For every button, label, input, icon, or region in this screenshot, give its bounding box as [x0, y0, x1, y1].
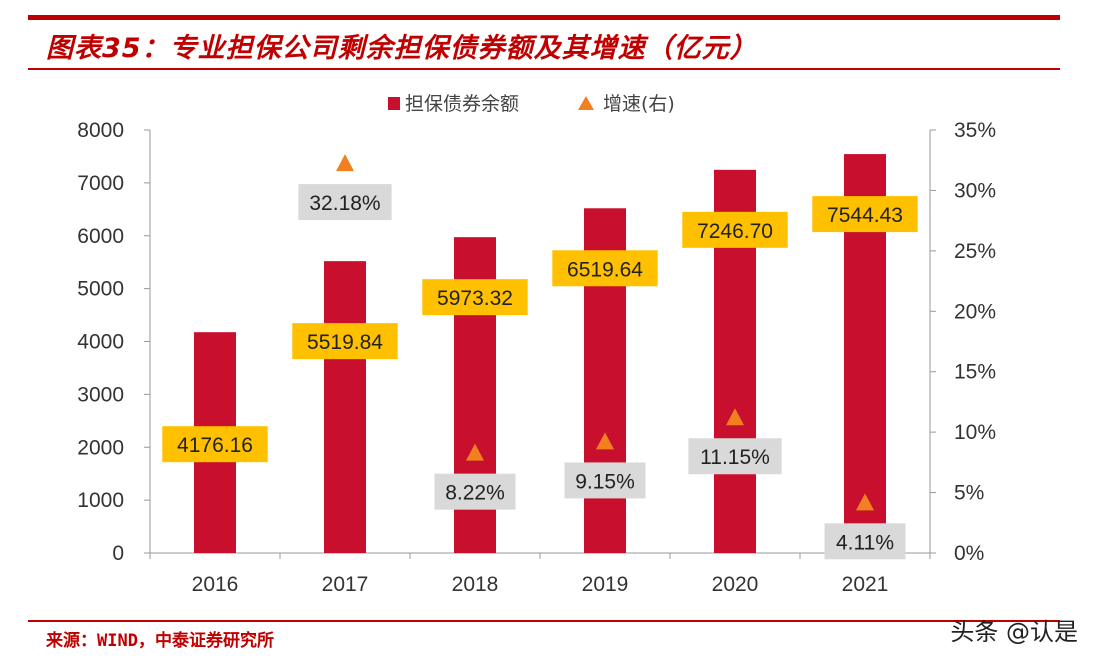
- bar-value-label-bg: [552, 250, 658, 287]
- bar-value-label-bg: [422, 279, 528, 316]
- bar-value-label: 5519.84: [307, 331, 383, 354]
- y-left-tick-label: 2000: [77, 436, 124, 459]
- growth-marker: [596, 432, 614, 450]
- y-left-tick-label: 5000: [77, 278, 124, 301]
- y-right-tick-label: 20%: [954, 300, 996, 323]
- x-tick-label: 2018: [452, 573, 499, 596]
- growth-marker: [336, 154, 354, 172]
- y-right-tick-label: 25%: [954, 240, 996, 263]
- bar-balance: [324, 261, 366, 553]
- bar-value-label: 7544.43: [827, 204, 903, 227]
- bottom-rule: [28, 620, 1060, 622]
- title-underline: [28, 68, 1060, 70]
- y-left-tick-label: 0: [112, 542, 124, 565]
- y-left-tick-label: 8000: [77, 119, 124, 142]
- y-right-tick-label: 0%: [954, 542, 984, 565]
- bar-value-label-bg: [682, 211, 788, 248]
- y-left-tick-label: 7000: [77, 172, 124, 195]
- legend-label-bar: 担保债券余额: [405, 93, 519, 115]
- bar-value-label: 5973.32: [437, 287, 513, 310]
- growth-value-label-bg: [298, 184, 392, 221]
- legend-label-growth: 增速(右): [603, 93, 675, 115]
- bar-value-label: 4176.16: [177, 434, 253, 457]
- bar-value-label-bg: [812, 196, 918, 233]
- watermark: 头条 @认是: [950, 618, 1078, 646]
- y-left-tick-label: 6000: [77, 225, 124, 248]
- x-tick-label: 2020: [712, 573, 759, 596]
- growth-value-label: 9.15%: [575, 470, 635, 493]
- x-tick-label: 2019: [582, 573, 629, 596]
- legend-swatch-bar: [388, 97, 400, 110]
- growth-value-label: 4.11%: [836, 531, 894, 554]
- growth-value-label-bg: [688, 438, 782, 475]
- chart-title: 图表35：专业担保公司剩余担保债券额及其增速（亿元）: [46, 33, 758, 64]
- y-left-tick-label: 4000: [77, 331, 124, 354]
- bar-value-label-bg: [292, 323, 398, 360]
- y-left-tick-label: 1000: [77, 489, 124, 512]
- y-left-tick-label: 3000: [77, 383, 124, 406]
- bar-value-label: 6519.64: [567, 258, 643, 281]
- growth-marker: [726, 408, 744, 426]
- growth-value-label-bg: [434, 473, 516, 510]
- x-tick-label: 2017: [322, 573, 369, 596]
- y-right-tick-label: 5%: [954, 482, 984, 505]
- y-right-tick-label: 30%: [954, 179, 996, 202]
- x-tick-label: 2016: [192, 573, 239, 596]
- legend-swatch-growth: [578, 96, 594, 110]
- growth-value-label: 32.18%: [309, 192, 380, 215]
- y-right-tick-label: 15%: [954, 361, 996, 384]
- top-rule: [28, 15, 1060, 20]
- growth-value-label: 11.15%: [700, 446, 770, 469]
- growth-value-label-bg: [824, 523, 906, 560]
- growth-value-label: 8.22%: [445, 482, 505, 505]
- x-tick-label: 2021: [842, 573, 889, 596]
- source-note: 来源：WIND，中泰证券研究所: [46, 631, 274, 651]
- growth-value-label-bg: [564, 462, 646, 499]
- growth-marker: [466, 443, 484, 461]
- growth-marker: [856, 493, 874, 511]
- bar-value-label-bg: [162, 426, 268, 463]
- y-right-tick-label: 10%: [954, 421, 996, 444]
- y-right-tick-label: 35%: [954, 119, 996, 142]
- bar-value-label: 7246.70: [697, 220, 773, 243]
